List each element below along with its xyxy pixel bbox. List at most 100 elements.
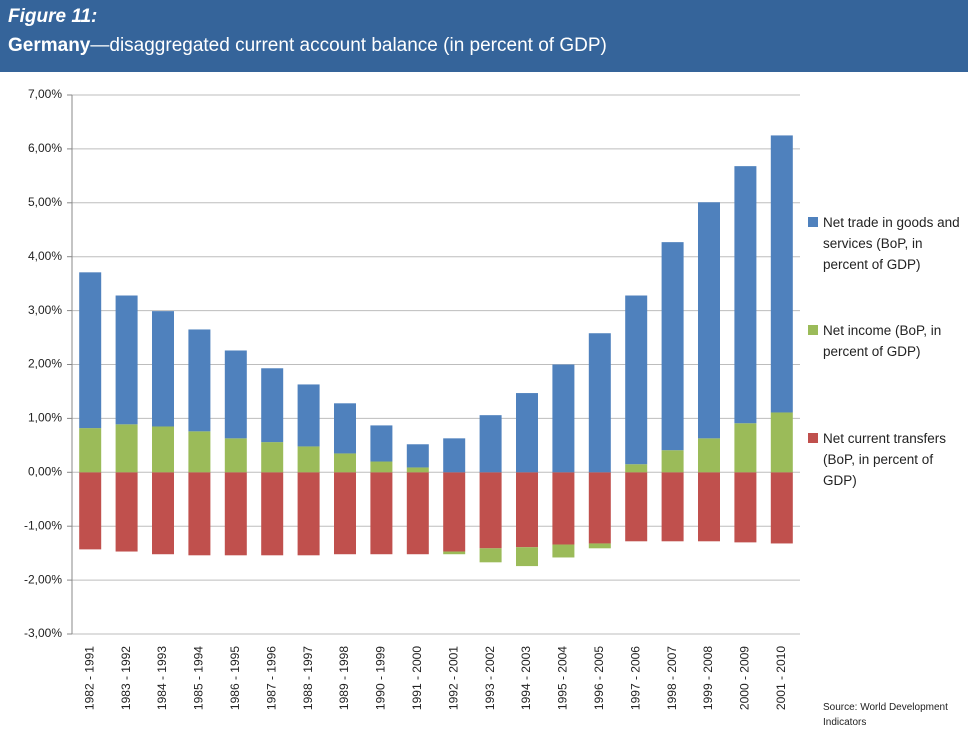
bar-segment (479, 415, 502, 473)
bar-segment (588, 333, 611, 473)
bar-segment (261, 368, 284, 443)
figure-label: Figure 11: (8, 6, 98, 27)
bar-segment (770, 412, 793, 473)
bar-segment (79, 272, 102, 429)
bar-segment (661, 472, 684, 542)
bar-segment (443, 438, 466, 473)
x-tick-label: 2001 - 2010 (774, 646, 788, 710)
source: Source: World Development Indicators (823, 702, 948, 728)
bar-segment (734, 423, 757, 473)
bar-segment (406, 444, 429, 468)
bar-segment (115, 424, 138, 473)
y-tick-label: 0,00% (28, 464, 62, 478)
bar-segment (479, 548, 502, 563)
bar-segment (370, 461, 393, 473)
bar-segment (370, 472, 393, 555)
bar-segment (552, 364, 575, 473)
x-tick-label: 1996 - 2005 (592, 646, 606, 710)
bar-segment (770, 472, 793, 544)
x-tick-label: 1986 - 1995 (228, 646, 242, 710)
x-tick-label: 1995 - 2004 (556, 646, 570, 710)
x-tick-label: 1990 - 1999 (374, 646, 388, 710)
bar-segment (516, 547, 538, 567)
y-tick-label: 2,00% (28, 357, 62, 371)
bar-segment (516, 472, 538, 548)
bar-segment (770, 135, 793, 413)
x-tick-label: 1999 - 2008 (701, 646, 715, 710)
bar-segment (224, 350, 247, 439)
bar-segment (516, 393, 538, 473)
bar-segment (297, 472, 320, 556)
bar-segment (261, 472, 284, 556)
bar-segment (552, 544, 575, 558)
bar-segment (152, 311, 174, 427)
x-tick-label: 1987 - 1996 (264, 646, 278, 710)
title: Germany—disaggregated current account ba… (8, 35, 607, 57)
bar-segment (625, 464, 648, 473)
bar-segment (443, 551, 466, 555)
header: Figure 11: Germany—disaggregated current… (0, 0, 968, 72)
legend-swatch (808, 217, 818, 227)
bar-segment (552, 472, 575, 545)
bar-segment (334, 453, 356, 473)
bar-segment (625, 472, 648, 542)
title-bold: Germany (8, 35, 91, 56)
bar-segment (698, 202, 720, 439)
bar-segment (115, 295, 138, 425)
x-tick-label: 1991 - 2000 (410, 646, 424, 710)
bar-segment (443, 472, 466, 552)
bar-segment (698, 438, 720, 473)
bar-segment (698, 472, 720, 542)
y-tick-label: 1,00% (28, 411, 62, 425)
bar-segment (224, 472, 247, 556)
bar-segment (625, 295, 648, 465)
y-tick-label: -3,00% (24, 626, 62, 640)
bar-segment (406, 472, 429, 555)
x-tick-label: 1982 - 1991 (82, 646, 96, 710)
legend-swatch (808, 325, 818, 335)
bar-segment (224, 438, 247, 473)
title-text: —disaggregated current account balance (… (90, 35, 607, 56)
y-tick-label: 6,00% (28, 141, 62, 155)
bar-segment (734, 166, 757, 424)
x-tick-label: 1988 - 1997 (301, 646, 315, 710)
x-tick-label: 1993 - 2002 (483, 646, 497, 710)
y-tick-label: 7,00% (28, 87, 62, 101)
x-tick-label: 1997 - 2006 (628, 646, 642, 710)
bar-segment (588, 472, 611, 544)
x-tick-label: 2000 - 2009 (738, 646, 752, 710)
bar-segment (115, 472, 138, 552)
y-tick-label: -1,00% (24, 518, 62, 532)
bar-segment (588, 543, 611, 549)
bar-segment (188, 329, 211, 432)
y-tick-label: 4,00% (28, 249, 62, 263)
bar-segment (188, 431, 211, 473)
x-tick-label: 1992 - 2001 (446, 646, 460, 710)
y-tick-label: -2,00% (24, 572, 62, 586)
x-tick-label: 1984 - 1993 (155, 646, 169, 710)
bar-segment (152, 426, 174, 473)
bar-segment (370, 425, 393, 462)
bar-segment (334, 472, 356, 555)
legend-label: Net current transfers (BoP, in percent o… (823, 431, 947, 488)
bar-segment (297, 384, 320, 447)
y-tick-label: 5,00% (28, 195, 62, 209)
bar-segment (297, 446, 320, 473)
legend-swatch (808, 433, 818, 443)
x-tick-label: 1994 - 2003 (519, 646, 533, 710)
bar-segment (188, 472, 211, 556)
y-tick-label: 3,00% (28, 303, 62, 317)
bar-segment (79, 428, 102, 473)
x-tick-label: 1989 - 1998 (337, 646, 351, 710)
legend-label: Net income (BoP, in percent of GDP) (823, 323, 942, 359)
x-tick-label: 1983 - 1992 (119, 646, 133, 710)
x-tick-label: 1985 - 1994 (192, 646, 206, 710)
bar-segment (152, 472, 174, 555)
bar-segment (334, 403, 356, 454)
legend-label: Net trade in goods and services (BoP, in… (823, 215, 960, 272)
bar-segment (661, 242, 684, 451)
x-tick-label: 1998 - 2007 (665, 646, 679, 710)
bar-segment (261, 442, 284, 473)
